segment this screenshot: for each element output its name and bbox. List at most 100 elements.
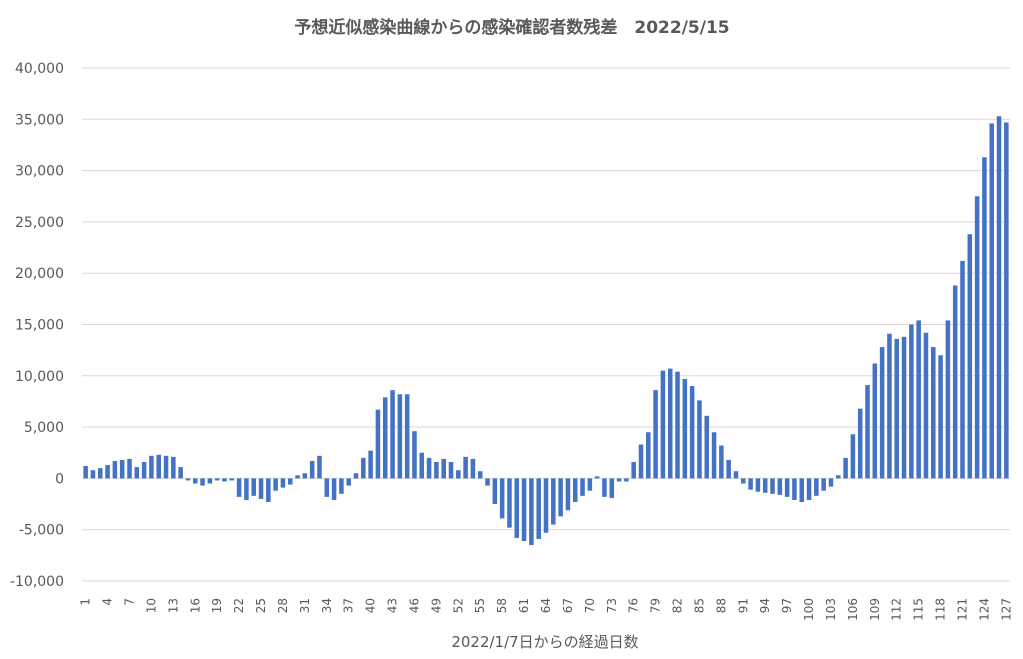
- bar-day-11: [156, 454, 161, 479]
- bar-day-77: [638, 444, 644, 479]
- x-tick-label: 103: [824, 598, 838, 621]
- bar-day-95: [770, 478, 775, 494]
- bar-day-45: [404, 394, 410, 479]
- bar-day-17: [200, 478, 205, 486]
- bar-day-79: [653, 390, 658, 479]
- bar-day-26: [266, 478, 271, 502]
- bar-day-30: [295, 475, 300, 479]
- bar-day-73: [609, 478, 615, 498]
- bar-day-119: [945, 320, 951, 479]
- bar-day-108: [865, 385, 870, 479]
- x-tick-label: 127: [999, 598, 1013, 621]
- bar-day-34: [324, 478, 330, 497]
- bar-day-115: [916, 320, 921, 479]
- bar-day-14: [178, 467, 183, 479]
- x-tick-label: 37: [342, 598, 356, 613]
- bar-day-6: [119, 459, 125, 479]
- bar-day-123: [974, 196, 980, 479]
- bar-day-13: [171, 456, 176, 479]
- bar-day-62: [529, 478, 534, 546]
- x-tick-label: 82: [671, 598, 685, 613]
- y-tick-label: 0: [55, 471, 64, 487]
- x-tick-label: 52: [451, 598, 465, 613]
- x-tick-label: 55: [473, 598, 487, 613]
- bar-day-4: [105, 465, 110, 479]
- x-tick-label: 64: [539, 598, 553, 613]
- bar-day-84: [689, 386, 695, 479]
- y-tick-label: 20,000: [15, 266, 64, 282]
- bar-day-35: [331, 478, 337, 500]
- x-tick-label: 97: [780, 598, 794, 613]
- bar-day-93: [755, 478, 761, 492]
- bar-day-105: [843, 457, 848, 479]
- bar-day-59: [507, 478, 512, 528]
- x-tick-label: 61: [517, 598, 531, 613]
- bar-day-3: [98, 468, 103, 479]
- bar-day-75: [624, 478, 629, 482]
- bar-day-22: [236, 478, 242, 497]
- bar-day-116: [923, 332, 929, 479]
- bar-day-20: [222, 478, 227, 482]
- bar-day-10: [149, 455, 154, 479]
- bar-day-124: [982, 157, 987, 479]
- x-tick-label: 7: [123, 598, 137, 606]
- bar-day-113: [901, 336, 907, 479]
- x-tick-label: 67: [561, 598, 575, 613]
- bar-day-40: [368, 450, 373, 479]
- bar-day-88: [719, 445, 724, 479]
- bar-day-107: [857, 408, 863, 479]
- x-tick-label: 13: [166, 598, 180, 613]
- y-tick-label: 35,000: [15, 112, 64, 128]
- bar-day-56: [485, 478, 490, 486]
- bar-day-31: [302, 473, 308, 479]
- bar-day-70: [587, 478, 593, 491]
- bar-day-65: [551, 478, 556, 525]
- y-tick-label: 10,000: [15, 369, 64, 385]
- bar-day-50: [441, 458, 446, 479]
- bar-day-32: [309, 460, 315, 479]
- bar-day-29: [287, 478, 293, 485]
- bar-day-48: [426, 457, 432, 479]
- bar-day-99: [799, 478, 805, 502]
- x-tick-label: 34: [320, 598, 334, 613]
- y-tick-label: 5,000: [24, 420, 64, 436]
- bar-day-27: [273, 478, 278, 491]
- bar-day-8: [134, 467, 140, 479]
- bar-day-5: [112, 460, 118, 479]
- bar-day-41: [375, 409, 381, 479]
- x-tick-label: 118: [934, 598, 948, 621]
- bar-day-19: [214, 478, 220, 481]
- bar-day-21: [229, 478, 235, 481]
- x-tick-label: 4: [101, 598, 115, 606]
- x-tick-label: 49: [429, 598, 443, 613]
- x-tick-label: 19: [210, 598, 224, 613]
- y-tick-label: 25,000: [15, 215, 64, 231]
- bar-day-127: [1004, 122, 1009, 479]
- y-tick-label: -5,000: [19, 523, 64, 539]
- bar-day-74: [616, 478, 622, 482]
- bar-day-101: [814, 478, 819, 496]
- x-tick-label: 43: [386, 598, 400, 613]
- bar-day-126: [996, 116, 1002, 479]
- bar-day-87: [711, 432, 717, 479]
- x-tick-label: 94: [758, 598, 772, 613]
- bar-day-7: [127, 458, 132, 479]
- bar-day-52: [456, 470, 461, 479]
- bar-day-85: [697, 400, 702, 479]
- y-axis-tick-labels: 40,000 35,000 30,000 25,000 20,000 15,000 10,0…: [10, 61, 64, 590]
- bar-day-39: [361, 457, 366, 479]
- bar-day-90: [733, 471, 739, 479]
- y-tick-label: 30,000: [15, 164, 64, 180]
- bar-day-25: [258, 478, 264, 499]
- bar-day-81: [667, 368, 673, 479]
- chart-title: 予想近似感染曲線からの感染確認者数残差 2022/5/15: [294, 17, 729, 38]
- bar-day-110: [879, 347, 885, 479]
- x-tick-label: 46: [407, 598, 421, 613]
- bar-day-104: [836, 475, 841, 479]
- bar-day-64: [543, 478, 549, 533]
- bar-day-57: [492, 478, 498, 505]
- bar-day-96: [777, 478, 783, 495]
- bar-day-71: [594, 476, 600, 479]
- bar-day-112: [894, 338, 899, 479]
